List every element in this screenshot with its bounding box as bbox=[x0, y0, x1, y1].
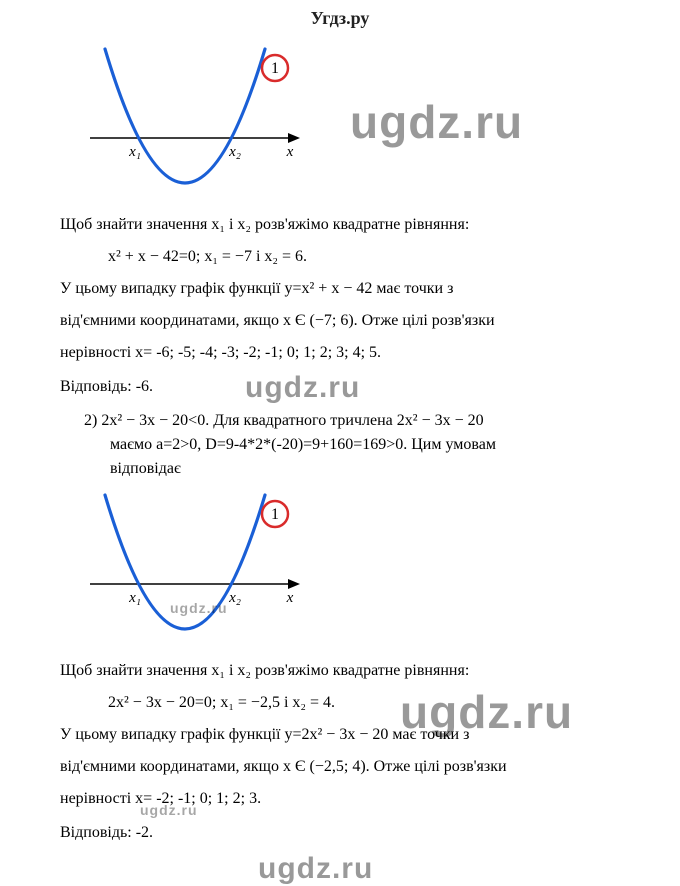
parabola-svg-2: 1 x₁ x₂ x bbox=[80, 489, 310, 639]
case1-line-b: від'ємними координатами, якщо x Є (−7; 6… bbox=[60, 309, 640, 333]
parabola-svg-1: 1 x₁ x₂ x bbox=[80, 43, 310, 193]
item2-line-a: 2) 2x² − 3x − 20<0. Для квадратного трич… bbox=[84, 409, 640, 433]
header-title: Угдз.ру bbox=[311, 8, 370, 28]
svg-text:1: 1 bbox=[271, 506, 279, 523]
watermark-6: ugdz.ru bbox=[258, 852, 373, 886]
case2-line-c: нерівності x= -2; -1; 0; 1; 2; 3. bbox=[60, 787, 640, 811]
svg-text:x₁: x₁ bbox=[128, 590, 141, 606]
page-header: Угдз.ру bbox=[0, 0, 680, 35]
item2-line-b: маємо a=2>0, D=9-4*2*(-20)=9+160=169>0. … bbox=[84, 433, 640, 457]
case1-line-a: У цьому випадку графік функції y=x² + x … bbox=[60, 277, 640, 301]
equation-2: 2x² − 3x − 20=0; x₁ = −2,5 і x₂ = 4. bbox=[108, 691, 640, 715]
equation-1: x² + x − 42=0; x₁ = −7 і x₂ = 6. bbox=[108, 245, 640, 269]
svg-text:x₂: x₂ bbox=[228, 590, 241, 606]
svg-text:x: x bbox=[286, 590, 294, 606]
svg-text:x₁: x₁ bbox=[128, 144, 141, 160]
svg-text:x: x bbox=[286, 144, 294, 160]
case1-line-c: нерівності x= -6; -5; -4; -3; -2; -1; 0;… bbox=[60, 341, 640, 365]
parabola-figure-2: 1 x₁ x₂ x bbox=[80, 489, 640, 647]
svg-text:x₂: x₂ bbox=[228, 144, 241, 160]
page-content: 1 x₁ x₂ x Щоб знайти значення x₁ і x₂ розв'… bbox=[0, 43, 680, 845]
case2-line-b: від'ємними координатами, якщо x Є (−2,5;… bbox=[60, 755, 640, 779]
item-2: 2) 2x² − 3x − 20<0. Для квадратного трич… bbox=[84, 409, 640, 481]
svg-text:1: 1 bbox=[271, 60, 279, 77]
parabola-figure-1: 1 x₁ x₂ x bbox=[80, 43, 640, 201]
case2-line-a: У цьому випадку графік функції y=2x² − 3… bbox=[60, 723, 640, 747]
find-text-1: Щоб знайти значення x₁ і x₂ розв'яжімо к… bbox=[60, 213, 640, 237]
answer-1: Відповідь: -6. bbox=[60, 375, 640, 399]
answer-2: Відповідь: -2. bbox=[60, 821, 640, 845]
find-text-2: Щоб знайти значення x₁ і x₂ розв'яжімо к… bbox=[60, 659, 640, 683]
item2-line-c: відповідає bbox=[84, 457, 640, 481]
